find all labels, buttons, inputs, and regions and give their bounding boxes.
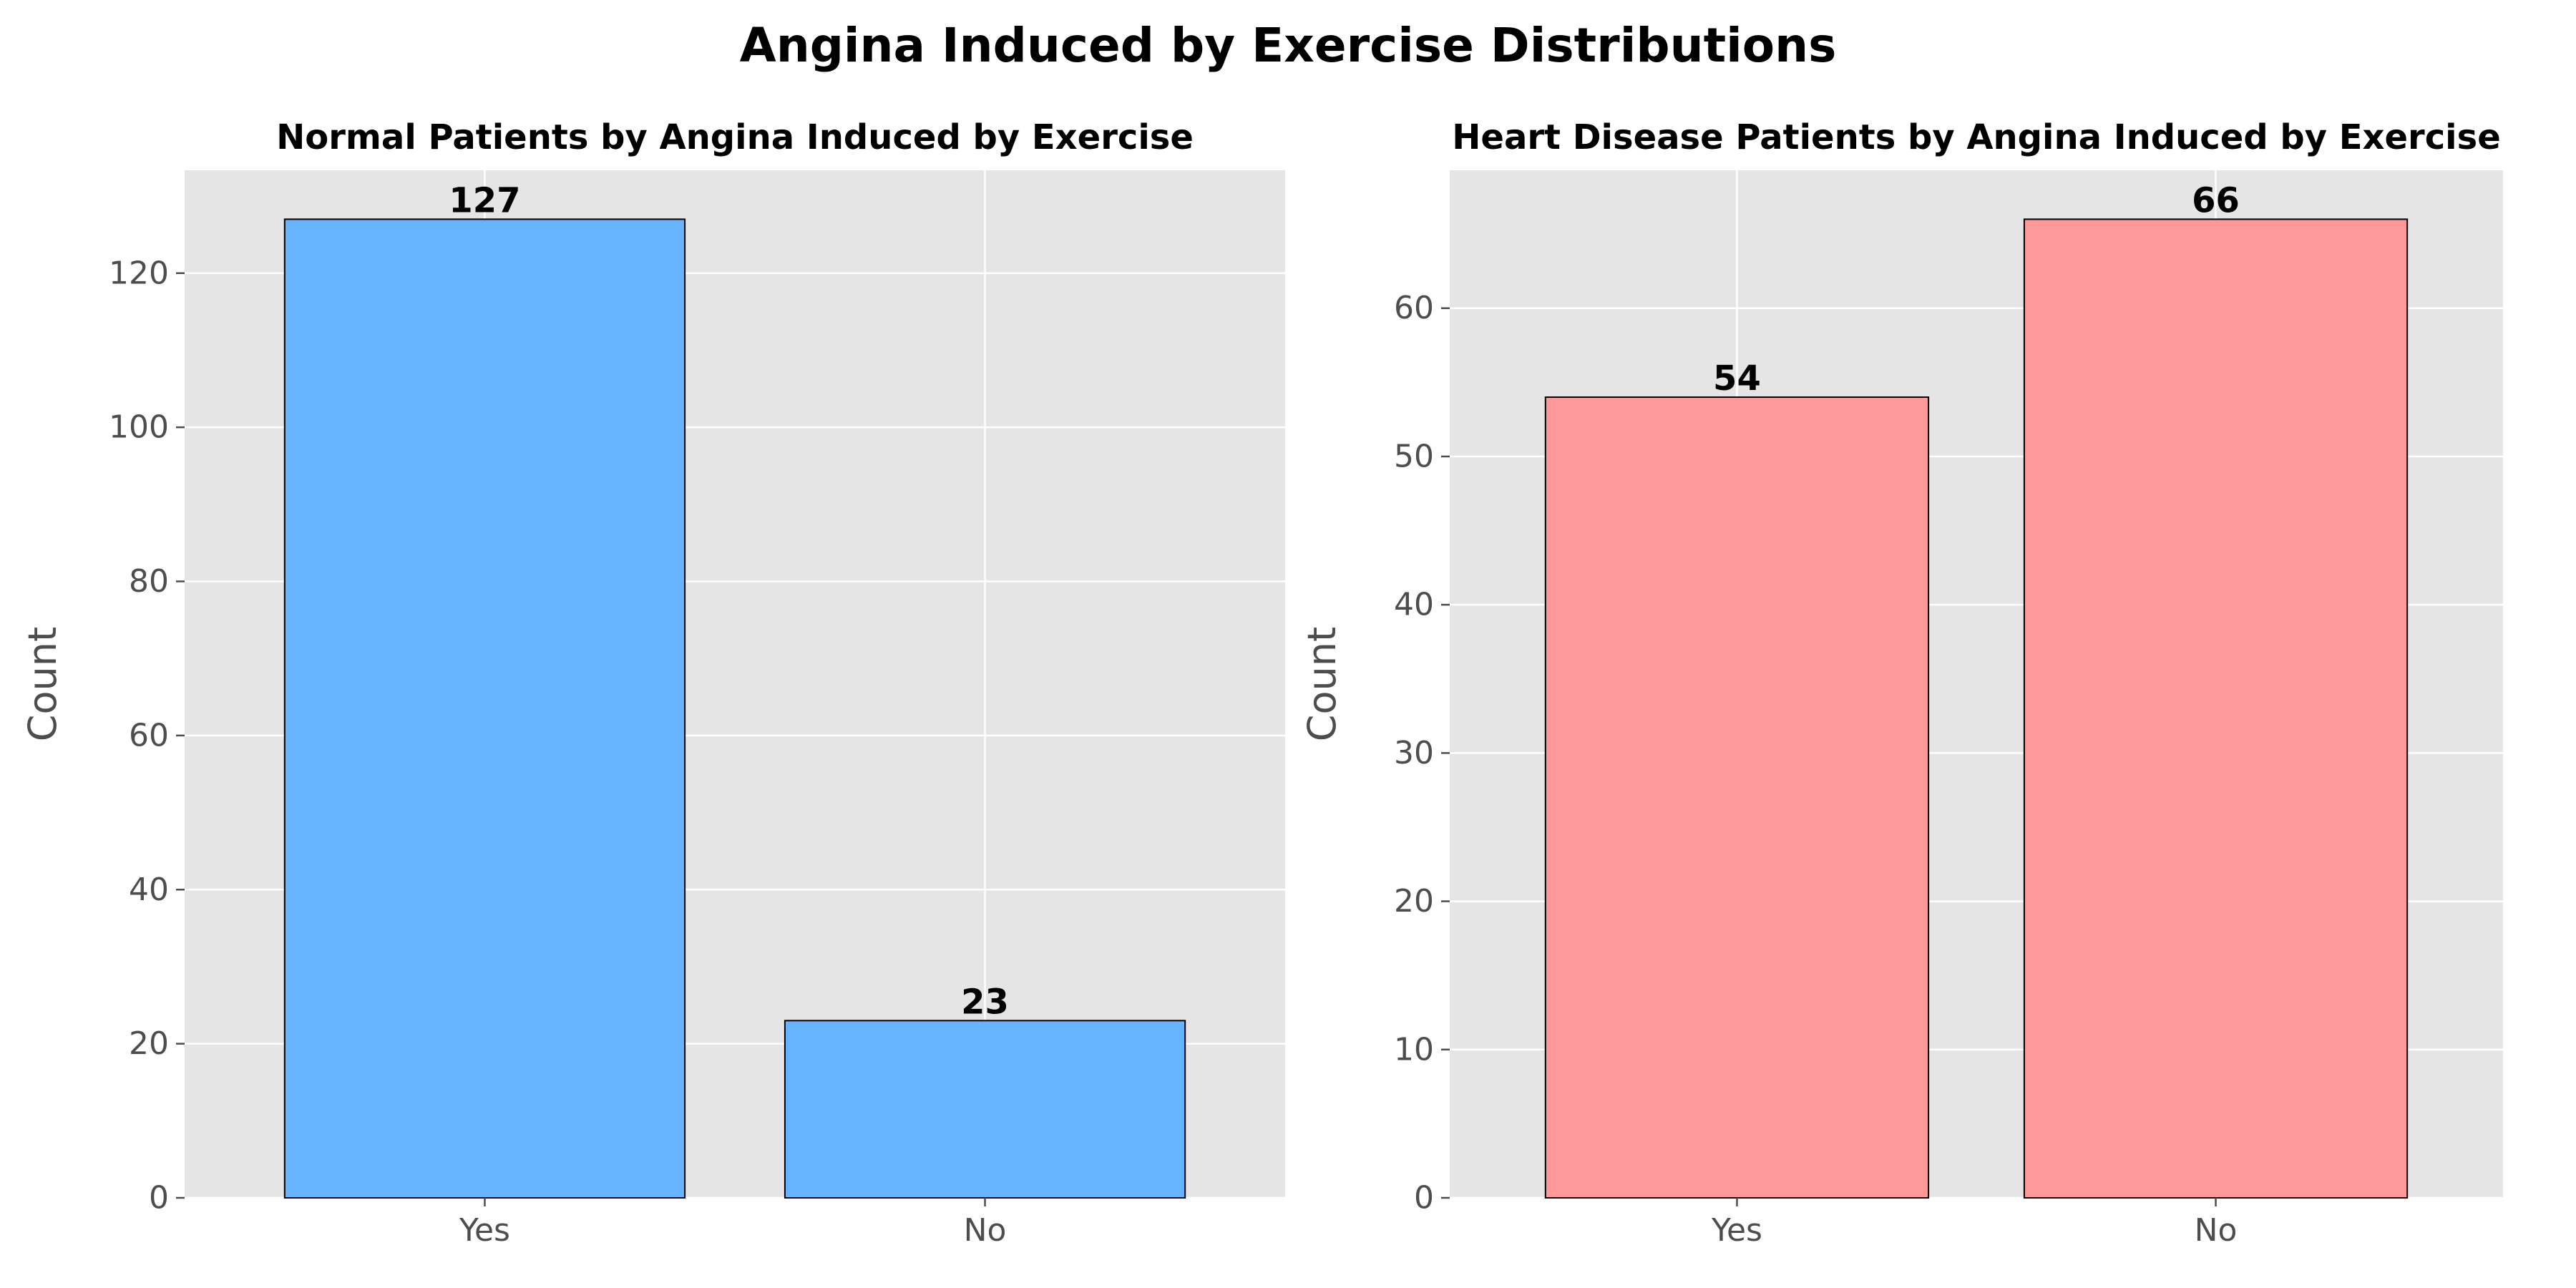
normal-bar-no (784, 1020, 1186, 1199)
normal-xtick-label: No (964, 1212, 1007, 1249)
disease-ytick-label: 30 (1394, 735, 1434, 771)
disease-panel: 54 66 0 10 20 30 40 50 60 Yes No Count Heart Disease… (1299, 117, 2503, 1249)
disease-ytick-label: 50 (1394, 438, 1434, 474)
disease-ytick-label: 10 (1394, 1031, 1434, 1068)
disease-ytick-label: 60 (1394, 290, 1434, 326)
disease-xtick-label: No (2195, 1212, 2238, 1249)
normal-chart-title: Normal Patients by Angina Induced by Exe… (276, 117, 1194, 157)
normal-ytick-label: 20 (129, 1025, 169, 1062)
disease-ytick-label: 40 (1394, 587, 1434, 623)
disease-bar-no (2023, 218, 2409, 1199)
disease-y-axis-label: Count (1299, 627, 1345, 741)
normal-ytick-label: 40 (129, 872, 169, 908)
disease-ytick-label: 0 (1414, 1180, 1434, 1216)
normal-data-label: 127 (449, 180, 520, 220)
normal-bar-yes (283, 218, 686, 1199)
disease-data-label: 66 (2192, 180, 2240, 220)
disease-bar-yes (1544, 396, 1930, 1199)
figure-title: Angina Induced by Exercise Distributions (740, 18, 1837, 73)
normal-xtick-label: Yes (459, 1212, 510, 1249)
normal-ytick-label: 60 (129, 717, 169, 753)
normal-data-label: 23 (961, 982, 1009, 1022)
normal-ytick-label: 80 (129, 563, 169, 600)
normal-ytick-label: 120 (109, 255, 169, 291)
normal-ytick-label: 0 (149, 1180, 169, 1216)
disease-chart-title: Heart Disease Patients by Angina Induced… (1452, 117, 2501, 157)
normal-y-axis-label: Count (20, 627, 65, 741)
normal-panel: 127 23 0 20 40 60 80 100 120 Yes No Count Normal Pat… (20, 117, 1285, 1249)
normal-ytick-label: 100 (109, 409, 169, 446)
disease-data-label: 54 (1713, 358, 1761, 399)
disease-ytick-label: 20 (1394, 883, 1434, 919)
disease-xtick-label: Yes (1711, 1212, 1762, 1249)
